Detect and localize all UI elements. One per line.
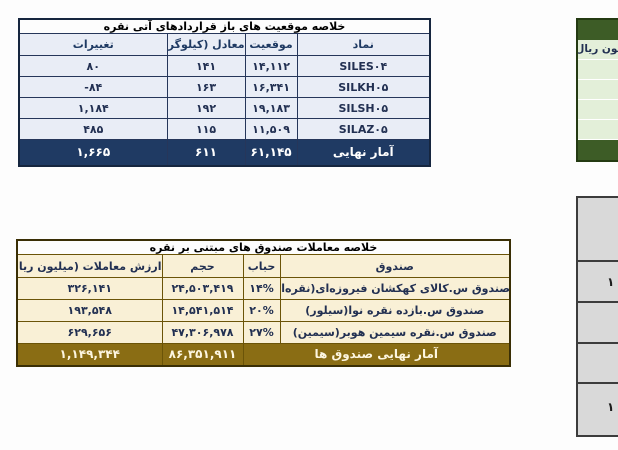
change-cell: ۱,۱۸۴ <box>18 97 168 119</box>
trade-value-cell: ۱۹۳,۵۴۸ <box>16 299 163 322</box>
futures-table-title: خلاصه موقعیت های باز قراردادهای آتی نقره <box>18 18 431 34</box>
symbol-cell: SILKH۰۵ <box>296 76 431 98</box>
change-cell: ۸۰ <box>18 55 168 77</box>
table-row: SILKH۰۵ ۱۶,۳۴۱ ۱۶۳ -۸۴ <box>18 76 431 98</box>
col-header-fund: صندوق <box>279 254 511 278</box>
col-header-position: موقعیت <box>244 33 298 56</box>
right-grey-table-partial: ۱ ۱ <box>576 196 618 437</box>
table-row <box>578 303 618 344</box>
fund-name-cell: صندوق س.کالای کهکشان فیروزه‌ای(نقره‌ای) <box>279 277 511 300</box>
col-header-trade-value: ارزش معاملات (میلیون ریال) <box>16 254 163 278</box>
table-row: صندوق س.کالای کهکشان فیروزه‌ای(نقره‌ای) … <box>16 277 511 300</box>
total-volume: ۸۶,۳۵۱,۹۱۱ <box>161 343 244 366</box>
volume-cell: ۱۴,۵۴۱,۵۱۴ <box>161 299 244 322</box>
position-cell: ۱۹,۱۸۳ <box>244 97 298 119</box>
col-header-symbol: نماد <box>296 33 431 56</box>
green-table-title <box>576 18 618 40</box>
trade-value-cell: ۳۲۶,۱۴۱ <box>16 277 163 300</box>
futures-open-positions-table: خلاصه موقعیت های باز قراردادهای آتی نقره… <box>18 18 432 167</box>
col-header-equivalent: معادل (کیلوگرم) <box>166 33 246 56</box>
symbol-cell: SILES۰۴ <box>296 55 431 77</box>
symbol-cell: SILSH۰۵ <box>296 97 431 119</box>
fund-name-cell: صندوق س.بازده نقره نوا(سیلور) <box>279 299 511 322</box>
equivalent-cell: ۱۴۱ <box>166 55 246 77</box>
table-row <box>576 118 618 140</box>
total-label: آمار نهایی <box>296 139 431 166</box>
change-cell: -۸۴ <box>18 76 168 98</box>
volume-cell: ۴۷,۳۰۶,۹۷۸ <box>161 321 244 344</box>
change-cell: ۴۸۵ <box>18 118 168 140</box>
green-column-header-row: ارزش معاملات (میلیون ریال) <box>576 38 618 60</box>
green-cell <box>576 118 618 140</box>
green-cell <box>576 58 618 80</box>
col-header-volume: حجم <box>161 254 244 278</box>
futures-total-row: آمار نهایی ۶۱,۱۴۵ ۶۱۱ ۱,۶۶۵ <box>18 139 431 166</box>
table-row: SILES۰۴ ۱۴,۱۱۲ ۱۴۱ ۸۰ <box>18 55 431 77</box>
col-header-change: تغییرات <box>18 33 168 56</box>
funds-column-header-row: صندوق حباب حجم ارزش معاملات (میلیون ریال… <box>16 254 511 278</box>
total-equivalent: ۶۱۱ <box>166 139 246 166</box>
silver-funds-table: خلاصه معاملات صندوق های مبتنی بر نقره صن… <box>16 239 511 367</box>
funds-title-row: خلاصه معاملات صندوق های مبتنی بر نقره <box>16 239 511 255</box>
volume-cell: ۲۴,۵۰۳,۴۱۹ <box>161 277 244 300</box>
table-row: ۱ <box>578 262 618 303</box>
table-row: SILSH۰۵ ۱۹,۱۸۳ ۱۹۲ ۱,۱۸۴ <box>18 97 431 119</box>
funds-total-row: آمار نهایی صندوق ها ۸۶,۳۵۱,۹۱۱ ۱,۱۴۹,۳۴۴ <box>16 343 511 366</box>
position-cell: ۱۶,۳۴۱ <box>244 76 298 98</box>
table-row <box>576 98 618 120</box>
green-title-row <box>576 18 618 40</box>
fund-name-cell: صندوق س.نقره سیمین هوبر(سیمین) <box>279 321 511 344</box>
futures-title-row: خلاصه موقعیت های باز قراردادهای آتی نقره <box>18 18 431 34</box>
green-col-header-trade-value: ارزش معاملات (میلیون ریال) <box>576 38 618 60</box>
bubble-cell: ۱۴% <box>242 277 281 300</box>
table-row <box>578 344 618 384</box>
green-cell <box>576 98 618 120</box>
bubble-cell: ۲۰% <box>242 299 281 322</box>
green-cell <box>576 78 618 100</box>
equivalent-cell: ۱۹۲ <box>166 97 246 119</box>
equivalent-cell: ۱۶۳ <box>166 76 246 98</box>
bubble-cell: ۲۷% <box>242 321 281 344</box>
futures-column-header-row: نماد موقعیت معادل (کیلوگرم) تغییرات <box>18 33 431 56</box>
table-row <box>576 58 618 80</box>
position-cell: ۱۱,۵۰۹ <box>244 118 298 140</box>
trade-value-cell: ۶۲۹,۶۵۶ <box>16 321 163 344</box>
funds-table-title: خلاصه معاملات صندوق های مبتنی بر نقره <box>16 239 511 255</box>
equivalent-cell: ۱۱۵ <box>166 118 246 140</box>
position-cell: ۱۴,۱۱۲ <box>244 55 298 77</box>
table-row <box>576 78 618 100</box>
col-header-bubble: حباب <box>242 254 281 278</box>
table-row <box>578 198 618 262</box>
table-row: SILAZ۰۵ ۱۱,۵۰۹ ۱۱۵ ۴۸۵ <box>18 118 431 140</box>
total-position: ۶۱,۱۴۵ <box>244 139 298 166</box>
partial-digit: ۱ <box>607 274 615 289</box>
total-change: ۱,۶۶۵ <box>18 139 168 166</box>
table-row: صندوق س.بازده نقره نوا(سیلور) ۲۰% ۱۴,۵۴۱… <box>16 299 511 322</box>
partial-digit: ۱ <box>607 399 615 414</box>
symbol-cell: SILAZ۰۵ <box>296 118 431 140</box>
table-row: صندوق س.نقره سیمین هوبر(سیمین) ۲۷% ۴۷,۳۰… <box>16 321 511 344</box>
green-total-row <box>576 138 618 162</box>
total-label: آمار نهایی صندوق ها <box>242 343 511 366</box>
right-green-table-partial: ارزش معاملات (میلیون ریال) <box>576 18 618 162</box>
table-row: ۱ <box>578 384 618 429</box>
total-trade-value: ۱,۱۴۹,۳۴۴ <box>16 343 163 366</box>
